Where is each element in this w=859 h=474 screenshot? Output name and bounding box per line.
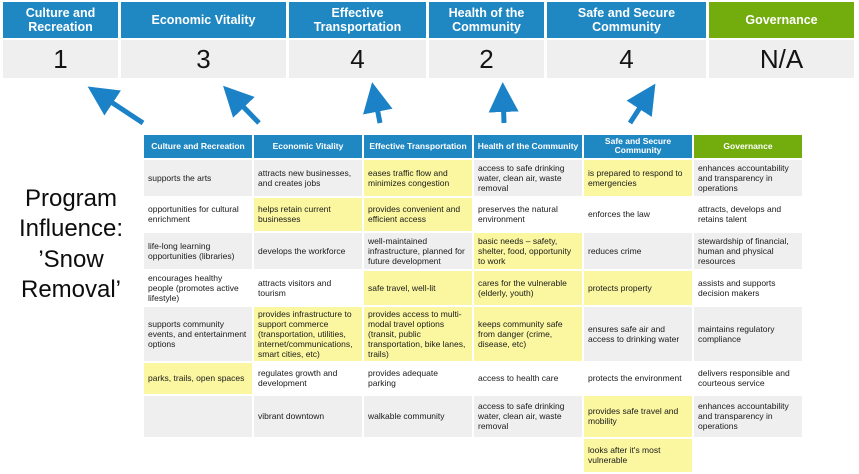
matrix-cell: enforces the law (584, 197, 692, 231)
matrix-cell: well-maintained infrastructure, planned … (364, 232, 472, 269)
matrix-cell: protects property (584, 270, 692, 305)
influence-score: 4 (547, 40, 706, 78)
influence-score: N/A (709, 40, 854, 78)
matrix-cell: regulates growth and development (254, 362, 362, 394)
scoreboard-col-5: Safe and Secure Community 4 (547, 2, 706, 78)
priority-header: Health of the Community (429, 2, 544, 38)
matrix-cell: attracts, develops and retains talent (694, 197, 802, 231)
matrix-cell: stewardship of financial, human and phys… (694, 232, 802, 269)
matrix-cell: provides access to multi-modal travel op… (364, 306, 472, 361)
matrix-cell: access to safe drinking water, clean air… (474, 159, 582, 196)
matrix-cell (254, 438, 362, 472)
matrix-row: opportunities for cultural enrichment hel… (144, 197, 802, 231)
matrix-header-cell: Culture and Recreation (144, 135, 252, 158)
matrix-cell: eases traffic flow and minimizes congest… (364, 159, 472, 196)
influence-score: 4 (289, 40, 426, 78)
matrix-header-cell: Health of the Community (474, 135, 582, 158)
matrix-cell: protects the environment (584, 362, 692, 394)
priority-header: Effective Transportation (289, 2, 426, 38)
matrix-cell (474, 438, 582, 472)
matrix-cell: keeps community safe from danger (crime,… (474, 306, 582, 361)
matrix-cell: access to safe drinking water, clean air… (474, 395, 582, 437)
matrix-cell: provides safe travel and mobility (584, 395, 692, 437)
matrix-row: supports community events, and entertain… (144, 306, 802, 361)
matrix-header-cell: Economic Vitality (254, 135, 362, 158)
matrix-header-cell: Safe and Secure Community (584, 135, 692, 158)
matrix-row: looks after it's most vulnerable (144, 438, 802, 472)
program-influence-label: Program Influence: ’Snow Removal’ (18, 185, 124, 304)
scoreboard-col-4: Health of the Community 2 (429, 2, 544, 78)
matrix-cell: maintains regulatory compliance (694, 306, 802, 361)
matrix-cell: provides convenient and efficient access (364, 197, 472, 231)
matrix-head-row: Culture and Recreation Economic Vitality E… (144, 135, 802, 158)
matrix-row: encourages healthy people (promotes acti… (144, 270, 802, 305)
matrix-header-cell: Effective Transportation (364, 135, 472, 158)
matrix-header-cell: Governance (694, 135, 802, 158)
scoreboard-col-1: Culture and Recreation 1 (3, 2, 118, 78)
matrix-cell (144, 438, 252, 472)
priority-header: Governance (709, 2, 854, 38)
influence-arrow-icon-3 (363, 82, 393, 124)
matrix-cell: access to health care (474, 362, 582, 394)
matrix-cell: delivers responsible and courteous servi… (694, 362, 802, 394)
priorities-matrix: Culture and Recreation Economic Vitality E… (142, 133, 804, 474)
matrix-table: Culture and Recreation Economic Vitality E… (142, 133, 804, 474)
matrix-cell: ensures safe air and access to drinking … (584, 306, 692, 361)
priority-header: Economic Vitality (121, 2, 286, 38)
influence-arrow-icon-2 (223, 85, 261, 125)
matrix-row: parks, trails, open spaces regulates grow… (144, 362, 802, 394)
scoreboard-col-6: Governance N/A (709, 2, 854, 78)
matrix-cell (694, 438, 802, 472)
influence-score: 1 (3, 40, 118, 78)
matrix-cell: safe travel, well-lit (364, 270, 472, 305)
priority-header: Culture and Recreation (3, 2, 118, 38)
matrix-cell: helps retain current businesses (254, 197, 362, 231)
matrix-cell: supports the arts (144, 159, 252, 196)
matrix-cell: attracts new businesses, and creates job… (254, 159, 362, 196)
matrix-cell (364, 438, 472, 472)
priority-header: Safe and Secure Community (547, 2, 706, 38)
scoreboard-col-2: Economic Vitality 3 (121, 2, 286, 78)
matrix-cell: is prepared to respond to emergencies (584, 159, 692, 196)
matrix-row: vibrant downtown walkable community access… (144, 395, 802, 437)
matrix-cell: parks, trails, open spaces (144, 362, 252, 394)
influence-score: 2 (429, 40, 544, 78)
influence-arrow-icon-4 (488, 82, 519, 124)
influence-score: 3 (121, 40, 286, 78)
matrix-cell: looks after it's most vulnerable (584, 438, 692, 472)
matrix-cell: preserves the natural environment (474, 197, 582, 231)
matrix-cell: develops the workforce (254, 232, 362, 269)
scoreboard: Culture and Recreation 1 Economic Vitality… (3, 2, 855, 78)
matrix-cell: walkable community (364, 395, 472, 437)
matrix-cell: enhances accountability and transparency… (694, 159, 802, 196)
matrix-cell: attracts visitors and tourism (254, 270, 362, 305)
matrix-cell: enhances accountability and transparency… (694, 395, 802, 437)
matrix-row: life-long learning opportunities (librar… (144, 232, 802, 269)
matrix-cell: provides infrastructure to support comme… (254, 306, 362, 361)
matrix-cell: assists and supports decision makers (694, 270, 802, 305)
matrix-cell: provides adequate parking (364, 362, 472, 394)
influence-arrow-icon-1 (87, 86, 145, 126)
matrix-cell (144, 395, 252, 437)
matrix-cell: basic needs – safety, shelter, food, opp… (474, 232, 582, 269)
matrix-cell: supports community events, and entertain… (144, 306, 252, 361)
matrix-body: supports the arts attracts new businesses… (144, 159, 802, 472)
matrix-cell: opportunities for cultural enrichment (144, 197, 252, 231)
matrix-cell: life-long learning opportunities (librar… (144, 232, 252, 269)
matrix-cell: reduces crime (584, 232, 692, 269)
matrix-cell: cares for the vulnerable (elderly, youth… (474, 270, 582, 305)
matrix-cell: vibrant downtown (254, 395, 362, 437)
matrix-row: supports the arts attracts new businesses… (144, 159, 802, 196)
influence-arrow-icon-5 (626, 83, 656, 125)
matrix-cell: encourages healthy people (promotes acti… (144, 270, 252, 305)
scoreboard-col-3: Effective Transportation 4 (289, 2, 426, 78)
